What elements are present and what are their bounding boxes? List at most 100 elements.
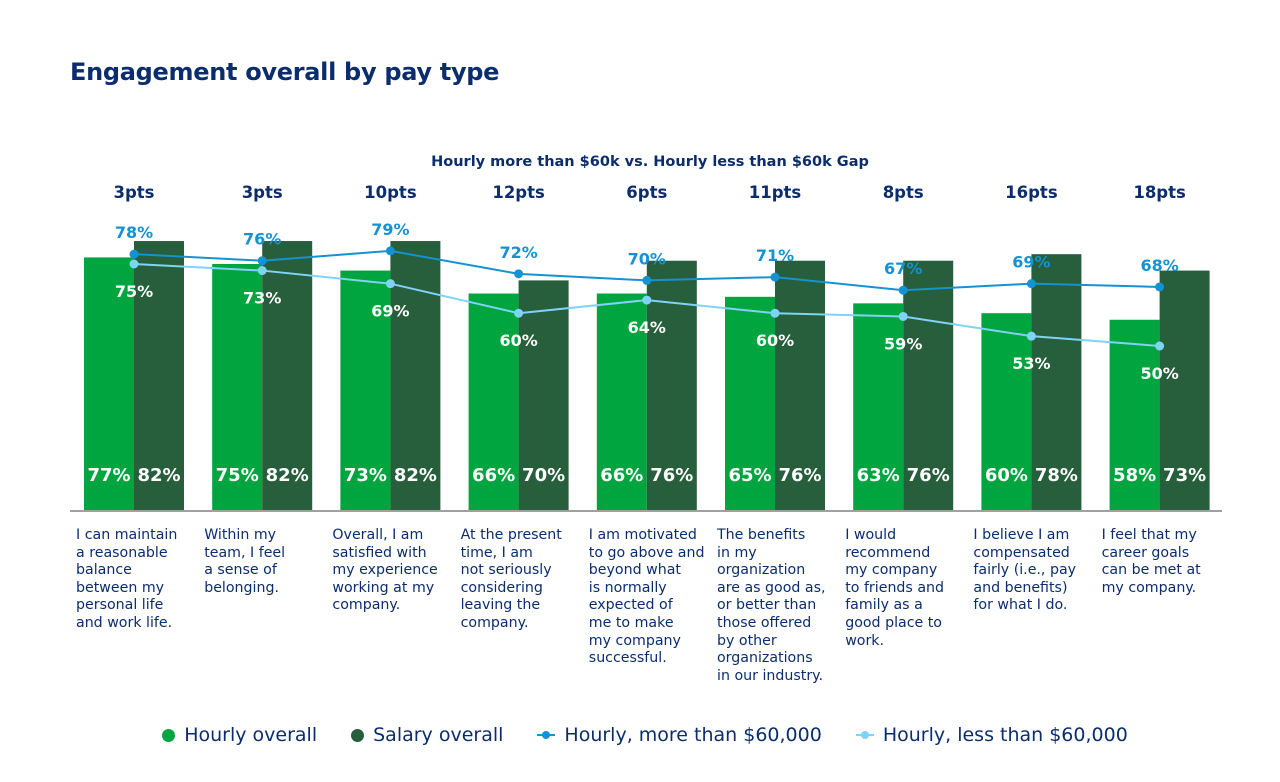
line-label: 64% [628,318,666,337]
line-point [1026,331,1036,341]
line-point [385,246,395,256]
gap-label: 18pts [1133,183,1186,202]
bar-salary-overall [903,260,954,510]
gap-label: 12pts [492,183,545,202]
legend-item-salary-overall[interactable]: Salary overall [351,724,503,746]
line-point [770,308,780,318]
line-point [257,266,267,276]
bar-salary-overall [518,280,569,510]
legend-line-icon [855,729,874,742]
legend-label: Hourly, more than $60,000 [564,724,822,746]
line-point [1155,341,1165,351]
category-label: The benefits in my organization are as g… [717,527,826,684]
line-point [514,308,524,318]
line-label: 68% [1140,256,1178,275]
category-label: Within my team, I feel a sense of belong… [204,527,286,596]
legend: Hourly overall Salary overall Hourly, mo… [0,724,1280,746]
category-label: I believe I am compensated fairly (i.e.,… [973,527,1077,614]
line-label: 73% [243,289,281,308]
line-label: 69% [371,302,409,321]
line-label: 60% [499,331,537,350]
bar-label-hourly: 77% [87,465,130,486]
bar-label-salary: 78% [1035,465,1078,486]
line-label: 50% [1140,364,1178,383]
legend-label: Salary overall [373,724,504,746]
bar-hourly-overall [84,257,134,510]
legend-line-icon [537,729,556,742]
bar-label-hourly: 58% [1113,465,1156,486]
bar-hourly-overall [212,264,263,510]
bar-hourly-overall [981,313,1032,510]
category-label: I can maintain a reasonable balance betw… [76,527,178,631]
legend-label: Hourly overall [184,724,318,746]
bar-salary-overall [134,241,184,511]
line-label: 59% [884,334,922,353]
line-label: 53% [1012,354,1050,373]
bar-hourly-overall [468,293,519,510]
line-point [1026,279,1036,289]
line-point [642,275,652,285]
bar-hourly-overall [596,293,647,510]
line-label: 79% [371,220,409,239]
bar-label-salary: 76% [778,465,821,486]
bar-hourly-overall [725,296,775,510]
line-point [129,249,139,259]
bar-label-hourly: 60% [985,465,1028,486]
legend-label: Hourly, less than $60,000 [882,724,1128,746]
gap-label: 10pts [364,183,417,202]
legend-item-hourly-less-60k[interactable]: Hourly, less than $60,000 [855,724,1128,746]
line-label: 70% [628,249,666,268]
bar-hourly-overall [1109,319,1160,510]
line-label: 71% [756,246,794,265]
bar-salary-overall [1031,254,1082,510]
bar-label-hourly: 66% [600,465,643,486]
category-label: I feel that my career goals can be met a… [1101,527,1201,596]
bar-salary-overall [775,260,825,510]
category-label: I am motivated to go above and beyond wh… [588,527,705,667]
bar-label-salary: 73% [1163,465,1206,486]
line-point [129,259,139,269]
line-point [385,279,395,289]
bar-label-salary: 70% [522,465,565,486]
line-point [257,256,267,266]
line-label: 72% [499,243,537,262]
legend-item-hourly-more-60k[interactable]: Hourly, more than $60,000 [537,724,822,746]
bar-label-hourly: 73% [344,465,387,486]
line-label: 60% [756,331,794,350]
category-label: At the present time, I am not seriously … [460,527,562,631]
gap-label: 6pts [626,183,667,202]
bar-label-hourly: 75% [216,465,259,486]
gap-label: 8pts [883,183,924,202]
bar-label-salary: 82% [394,465,437,486]
bar-label-salary: 82% [266,465,309,486]
line-point [514,269,524,279]
gap-label: 3pts [242,183,283,202]
line-label: 75% [115,282,153,301]
bar-label-hourly: 66% [472,465,515,486]
legend-dot-icon [162,728,176,742]
line-label: 69% [1012,253,1050,272]
line-label: 67% [884,259,922,278]
line-point [1155,282,1165,292]
category-label: I would recommend my company to friends … [845,527,945,649]
bar-label-salary: 76% [907,465,950,486]
bar-label-salary: 82% [137,465,180,486]
category-label: Overall, I am satisfied with my experien… [332,527,438,614]
line-label: 78% [115,223,153,242]
bar-label-hourly: 65% [728,465,771,486]
line-point [898,285,908,295]
legend-dot-icon [351,728,365,742]
line-point [770,272,780,282]
gap-label: 11pts [749,183,802,202]
bar-hourly-overall [340,270,391,510]
gap-label: 3pts [113,183,154,202]
bar-salary-overall [262,241,313,511]
bar-salary-overall [1159,270,1210,510]
legend-item-hourly-overall[interactable]: Hourly overall [162,724,317,746]
bar-hourly-overall [853,303,904,510]
line-label: 76% [243,230,281,249]
bar-label-salary: 76% [650,465,693,486]
line-point [642,295,652,305]
chart-title: Engagement overall by pay type [70,58,500,86]
